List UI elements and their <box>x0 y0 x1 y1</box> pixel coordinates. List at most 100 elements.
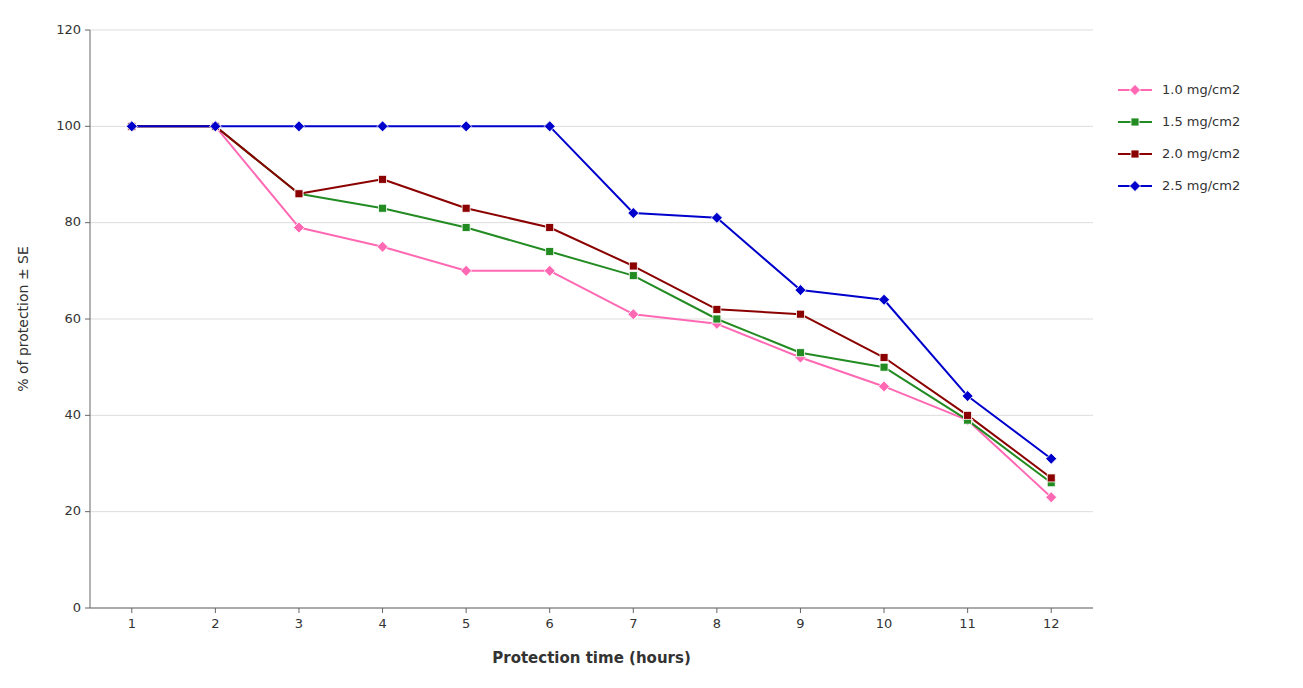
data-point <box>628 208 639 219</box>
data-point <box>379 204 387 212</box>
x-tick <box>131 608 132 613</box>
data-point <box>461 265 472 276</box>
x-tick <box>298 608 299 613</box>
series-line <box>132 126 1051 458</box>
y-tick-label: 60 <box>64 311 81 326</box>
series-line <box>132 126 1051 478</box>
y-tick <box>85 222 90 223</box>
data-point <box>964 411 972 419</box>
legend-marker <box>1130 181 1141 192</box>
x-tick <box>884 608 885 613</box>
x-tick-label: 11 <box>959 616 976 631</box>
data-point <box>879 294 890 305</box>
y-tick-label: 80 <box>64 214 81 229</box>
legend-label: 2.5 mg/cm2 <box>1162 178 1240 193</box>
x-tick-label: 1 <box>128 616 136 631</box>
x-tick-label: 4 <box>378 616 386 631</box>
y-tick <box>85 415 90 416</box>
series-markers <box>128 122 1055 486</box>
data-point <box>546 248 554 256</box>
data-point <box>713 305 721 313</box>
x-tick <box>382 608 383 613</box>
x-tick-label: 10 <box>876 616 893 631</box>
axes: 020406080100120123456789101112 <box>56 22 1093 632</box>
legend-marker <box>1131 118 1139 126</box>
data-point <box>628 309 639 320</box>
x-tick-label: 6 <box>546 616 554 631</box>
series-line <box>132 126 1051 497</box>
series-line <box>132 126 1051 482</box>
x-tick <box>215 608 216 613</box>
data-point <box>713 315 721 323</box>
x-tick <box>716 608 717 613</box>
data-point <box>962 391 973 402</box>
data-point <box>377 241 388 252</box>
y-tick <box>85 319 90 320</box>
y-tick <box>85 30 90 31</box>
y-tick-label: 100 <box>56 118 81 133</box>
data-point <box>295 190 303 198</box>
data-point <box>295 190 303 198</box>
data-point <box>462 223 470 231</box>
y-tick-label: 0 <box>73 600 81 615</box>
series-markers <box>128 122 1055 482</box>
x-tick <box>967 608 968 613</box>
grid-line <box>90 511 1093 512</box>
data-point <box>210 121 221 132</box>
data-point <box>544 121 555 132</box>
data-point <box>880 363 888 371</box>
x-tick-label: 8 <box>713 616 721 631</box>
x-tick-label: 5 <box>462 616 470 631</box>
data-point <box>1047 474 1055 482</box>
x-tick-label: 7 <box>629 616 637 631</box>
data-point <box>629 272 637 280</box>
x-axis-label: Protection time (hours) <box>492 649 691 667</box>
chart: 020406080100120123456789101112Protection… <box>0 0 1303 688</box>
series-markers <box>126 121 1056 503</box>
y-tick-label: 20 <box>64 503 81 518</box>
series-markers <box>126 121 1056 464</box>
data-point <box>462 204 470 212</box>
data-point <box>210 121 221 132</box>
data-point <box>377 121 388 132</box>
data-point <box>880 354 888 362</box>
data-point <box>379 175 387 183</box>
data-point <box>629 262 637 270</box>
x-tick-label: 12 <box>1043 616 1060 631</box>
x-tick-label: 3 <box>295 616 303 631</box>
y-tick-label: 40 <box>64 407 81 422</box>
x-tick <box>1051 608 1052 613</box>
data-point <box>711 212 722 223</box>
legend-marker <box>1131 150 1139 158</box>
grid <box>90 30 1093 608</box>
x-tick <box>466 608 467 613</box>
y-tick <box>85 126 90 127</box>
data-point <box>1046 453 1057 464</box>
data-point <box>293 121 304 132</box>
x-tick <box>800 608 801 613</box>
legend-label: 2.0 mg/cm2 <box>1162 146 1240 161</box>
data-point <box>293 222 304 233</box>
data-point <box>796 349 804 357</box>
grid-line <box>90 222 1093 223</box>
legend-label: 1.0 mg/cm2 <box>1162 82 1240 97</box>
x-tick <box>549 608 550 613</box>
legend-label: 1.5 mg/cm2 <box>1162 114 1240 129</box>
y-tick <box>85 511 90 512</box>
data-point <box>1046 492 1057 503</box>
x-tick-label: 9 <box>796 616 804 631</box>
plot-area <box>126 121 1056 503</box>
legend-marker <box>1130 85 1141 96</box>
grid-line <box>90 30 1093 31</box>
data-point <box>795 285 806 296</box>
data-point <box>544 265 555 276</box>
data-point <box>461 121 472 132</box>
y-axis-label: % of protection ± SE <box>15 246 31 392</box>
y-tick-label: 120 <box>56 22 81 37</box>
data-point <box>879 381 890 392</box>
grid-line <box>90 319 1093 320</box>
data-point <box>546 223 554 231</box>
y-tick <box>85 608 90 609</box>
legend: 1.0 mg/cm2 1.5 mg/cm2 2.0 mg/cm2 2.5 mg/cm2 <box>1118 82 1240 193</box>
x-axis-line <box>90 608 1093 609</box>
